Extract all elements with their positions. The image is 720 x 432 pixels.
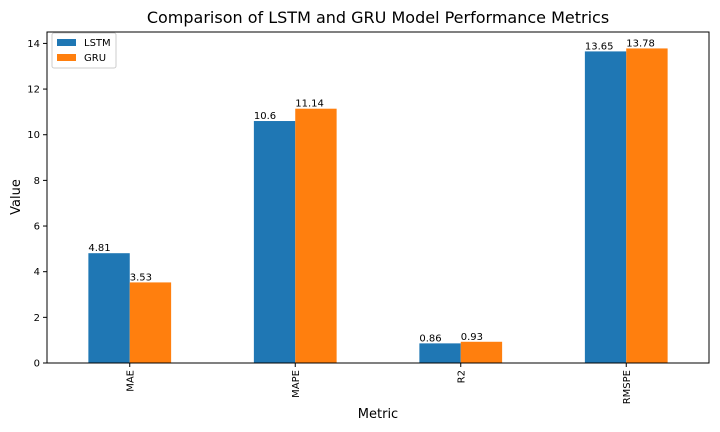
y-tick-label: 8 [34, 176, 40, 187]
y-tick-label: 6 [34, 222, 40, 233]
legend-swatch-lstm [57, 39, 76, 46]
data-label-gru-mape: 11.14 [295, 99, 324, 110]
legend-label-lstm: LSTM [84, 38, 111, 49]
x-tick-label-mape: MAPE [291, 370, 302, 398]
y-tick-label: 2 [34, 313, 40, 324]
data-label-gru-rmspe: 13.78 [626, 38, 655, 49]
chart-title: Comparison of LSTM and GRU Model Perform… [147, 8, 609, 27]
legend: LSTM GRU [51, 32, 117, 69]
y-tick-label: 4 [34, 267, 40, 278]
x-tick-label-mae: MAE [125, 370, 136, 392]
data-label-lstm-rmspe: 13.65 [585, 41, 614, 52]
data-label-lstm-mape: 10.6 [254, 111, 276, 122]
axes-frame [46, 31, 710, 364]
y-tick-label: 14 [27, 39, 40, 50]
bar-lstm-mae [88, 253, 130, 363]
x-axis-label: Metric [358, 407, 398, 422]
x-tick-label-rmspe: RMSPE [622, 370, 633, 404]
bar-gru-mape [295, 108, 337, 364]
legend-label-gru: GRU [84, 53, 106, 64]
plot-area: 4.81 10.6 0.86 13.65 3.53 11.14 0.93 13.78 0 2 4 6 8… [27, 31, 710, 404]
bar-lstm-mape [253, 121, 296, 363]
y-tick-label: 0 [34, 359, 40, 370]
data-label-lstm-r2: 0.86 [419, 333, 441, 344]
bar-lstm-rmspe [584, 51, 627, 364]
bar-gru-r2 [460, 341, 503, 363]
y-axis-label: Value [9, 179, 24, 215]
bar-gru-rmspe [626, 48, 668, 364]
data-label-gru-mae: 3.53 [130, 272, 152, 283]
bar-gru-mae [129, 282, 172, 363]
y-tick-label: 10 [27, 130, 40, 141]
legend-swatch-gru [57, 54, 76, 61]
x-tick-label-r2: R2 [456, 370, 467, 383]
data-label-lstm-mae: 4.81 [88, 243, 110, 254]
y-tick-label: 12 [27, 85, 40, 96]
data-label-gru-r2: 0.93 [461, 332, 483, 343]
bar-lstm-r2 [419, 343, 461, 363]
